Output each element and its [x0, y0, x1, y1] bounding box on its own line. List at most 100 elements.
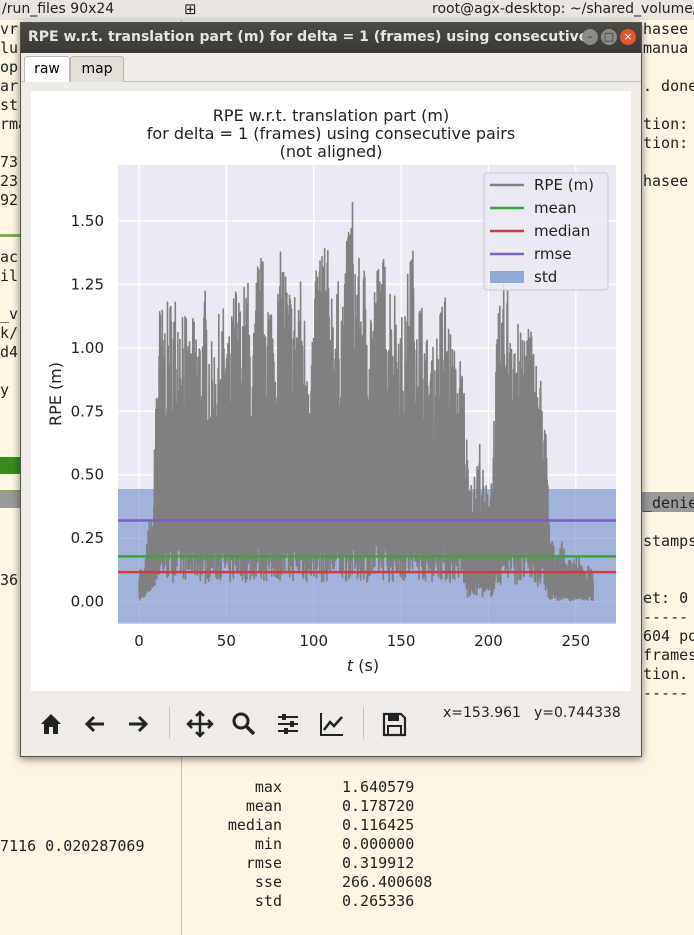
stat-name: sse	[254, 873, 282, 891]
terminal-line: 73	[0, 153, 19, 171]
terminal-line: 7116 0.020287069	[0, 837, 145, 855]
stat-value: 0.265336	[342, 892, 415, 910]
plot-window: RPE w.r.t. translation part (m) for delt…	[20, 22, 642, 757]
legend-box	[483, 172, 609, 291]
y-tick-label: 0.00	[71, 593, 104, 611]
stat-value: 0.178720	[342, 797, 415, 815]
legend-label: mean	[534, 199, 577, 217]
terminal-line: _v	[0, 305, 19, 323]
terminal-line: .0347737385573..0	[0, 932, 154, 935]
x-tick-label: 100	[299, 632, 328, 650]
stat-value: 0.116425	[342, 816, 415, 834]
zoom-icon[interactable]	[229, 709, 259, 739]
stat-value: 0.000000	[342, 835, 415, 853]
stat-name: std	[254, 892, 282, 910]
right-terminal-tab[interactable]: root@agx-desktop: ~/shared_volume/c	[432, 1, 694, 17]
x-tick-label: 200	[474, 632, 503, 650]
stat-name: rmse	[245, 854, 282, 872]
terminal-line: -----	[643, 608, 689, 626]
terminal-line: tion:	[643, 134, 689, 152]
terminal-line: et: 0	[643, 589, 689, 607]
terminal-line: y	[0, 381, 10, 399]
terminal-line: 36	[0, 571, 19, 589]
tab-map-label: map	[81, 61, 113, 77]
stat-value: 266.400608	[342, 873, 433, 891]
terminal-line: il	[0, 267, 19, 285]
y-coordinate-readout: y=0.744338	[534, 705, 621, 721]
tab-bar: raw map	[21, 53, 641, 82]
terminal-line: ar	[0, 77, 19, 95]
forward-arrow-icon[interactable]	[123, 709, 153, 739]
layout-icon[interactable]: ⊞	[184, 0, 197, 18]
terminal-line: -----	[643, 684, 689, 702]
terminal-line: hasee	[643, 20, 689, 38]
y-tick-label: 0.50	[71, 466, 104, 484]
left-terminal-tab[interactable]: /run_files 90x24	[2, 1, 115, 17]
terminal-line: . done	[643, 77, 694, 95]
terminal-line: st	[0, 96, 19, 114]
legend-label: RPE (m)	[534, 176, 594, 194]
x-tick-label: 0	[134, 632, 144, 650]
chart-title-line: for delta = 1 (frames) using consecutive…	[147, 124, 515, 143]
save-icon[interactable]	[379, 709, 409, 739]
terminal-line: vr	[0, 20, 19, 38]
terminal-line: tion:	[643, 115, 689, 133]
terminal-line: 92	[0, 191, 19, 209]
home-icon[interactable]	[36, 709, 66, 739]
x-coordinate-readout: x=153.961	[443, 705, 521, 721]
tab-raw-label: raw	[34, 61, 60, 77]
plot-canvas[interactable]: RPE w.r.t. translation part (m) for delta…	[31, 91, 631, 691]
terminal-line: manua	[643, 39, 689, 57]
terminal-line: lu	[0, 39, 19, 57]
maximize-icon[interactable]: □	[601, 29, 617, 45]
y-axis-label: RPE (m)	[46, 362, 65, 426]
terminal-line: frames	[643, 646, 694, 664]
x-tick-label: 250	[561, 632, 590, 650]
back-arrow-icon[interactable]	[80, 709, 110, 739]
rpe-series-line	[138, 201, 595, 602]
legend-swatch	[490, 271, 524, 283]
y-tick-label: 1.50	[71, 212, 104, 230]
desktop-top-bar: /run_files 90x24 ⊞ root@agx-desktop: ~/s…	[0, 0, 694, 21]
terminal-line: hasee	[643, 172, 689, 190]
plot-toolbar: x=153.961 y=0.744338	[21, 695, 641, 755]
close-icon[interactable]: ×	[620, 29, 636, 45]
legend-label: median	[534, 222, 590, 240]
window-title: RPE w.r.t. translation part (m) for delt…	[28, 29, 583, 45]
legend-label: std	[534, 268, 557, 286]
y-tick-label: 1.25	[71, 275, 104, 293]
tab-raw[interactable]: raw	[24, 56, 70, 82]
stat-value: 0.319912	[342, 854, 415, 872]
terminal-line: 604 po	[643, 627, 694, 645]
legend-label: rmse	[534, 245, 572, 263]
y-tick-label: 0.75	[71, 402, 104, 420]
tab-map[interactable]: map	[70, 56, 124, 82]
terminal-line: _denied_	[643, 494, 694, 512]
stat-name: min	[254, 835, 282, 853]
terminal-status-block	[0, 457, 22, 474]
x-tick-label: 50	[217, 632, 236, 650]
window-title-bar[interactable]: RPE w.r.t. translation part (m) for delt…	[21, 23, 641, 53]
terminal-line: ac	[0, 248, 19, 266]
terminal-line: 23	[0, 172, 19, 190]
minimize-icon[interactable]: –	[582, 29, 598, 45]
edit-axis-icon[interactable]	[317, 709, 347, 739]
rpe-chart[interactable]: RPE w.r.t. translation part (m)for delta…	[31, 91, 631, 691]
terminal-line: op	[0, 58, 19, 76]
stat-name: max	[254, 778, 282, 796]
terminal-scroll-band	[641, 492, 694, 512]
chart-title-line: RPE w.r.t. translation part (m)	[213, 106, 449, 125]
x-axis-label: t (s)	[347, 656, 379, 675]
terminal-line: d4	[0, 343, 19, 361]
pan-icon[interactable]	[185, 709, 215, 739]
terminal-line: tion.	[643, 665, 689, 683]
x-tick-label: 150	[387, 632, 416, 650]
terminal-line: stamps	[643, 532, 694, 550]
terminal-line: k/	[0, 324, 19, 342]
chart-title-line: (not aligned)	[280, 142, 383, 161]
y-tick-label: 1.00	[71, 339, 104, 357]
stat-name: median	[227, 816, 282, 834]
stat-value: 1.640579	[342, 778, 415, 796]
stat-name: mean	[245, 797, 282, 815]
configure-subplots-icon[interactable]	[273, 709, 303, 739]
